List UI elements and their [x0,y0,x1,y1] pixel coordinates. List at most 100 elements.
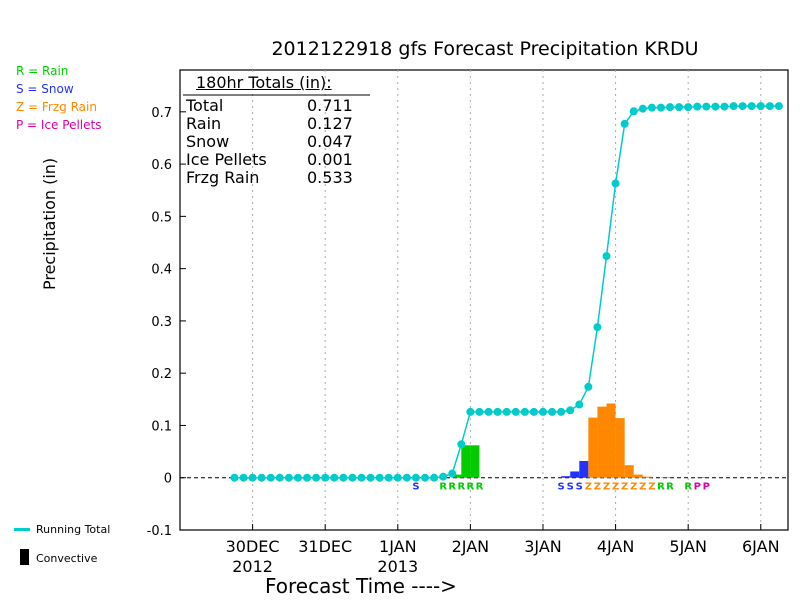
x-tick-label: 3JAN [524,537,562,556]
running-total-point [629,107,638,116]
running-total-point [693,102,702,111]
running-total-point [357,473,366,482]
running-total-point [747,102,756,111]
running-total-point [638,104,647,113]
precip-bar [570,471,580,478]
precip-type-mark: R [467,482,475,493]
totals-label: Total [186,96,224,115]
running-total-point [321,473,330,482]
y-tick-label: 0.6 [151,158,172,173]
precip-bar [697,477,707,478]
running-total-point [411,473,420,482]
y-tick-label: 0.7 [151,106,172,121]
running-total-point [484,407,493,416]
running-total-legend-label: Running Total [36,523,111,536]
running-total-point [548,407,557,416]
y-tick-label: -0.1 [147,524,172,539]
precip-type-mark: R [657,482,665,493]
precip-type-mark: P [694,482,701,493]
running-total-point [366,473,375,482]
totals-label: Ice Pellets [186,150,267,169]
y-tick-label: 0.1 [151,419,172,434]
chart-title: 2012122918 gfs Forecast Precipitation KR… [271,38,699,60]
running-total-point [303,473,312,482]
legend-item: P = Ice Pellets [16,118,102,132]
y-tick-label: 0.4 [151,263,172,278]
running-total-point [293,473,302,482]
running-total-point [557,407,566,416]
running-total-point [430,473,439,482]
running-total-point [421,473,430,482]
running-total-point [393,473,402,482]
precip-bar [624,465,634,478]
running-total-point [729,102,738,111]
totals-value: 0.711 [307,96,353,115]
running-total-point [611,179,620,188]
running-total-point [511,407,520,416]
precip-type-mark: Z [594,482,601,493]
running-total-point [656,103,665,112]
running-total-point [257,473,266,482]
running-total-point [402,473,411,482]
running-total-point [593,323,602,332]
x-tick-label: 6JAN [742,537,780,556]
precip-type-mark: R [684,482,692,493]
precip-type-mark: P [703,482,710,493]
x-axis-label: Forecast Time ----> [265,574,457,598]
plot-frame [179,69,789,531]
precip-type-mark: R [476,482,484,493]
totals-header: 180hr Totals (in): [196,73,332,92]
running-total-point [239,473,248,482]
running-total-point [475,407,484,416]
totals-value: 0.533 [307,168,353,187]
running-total-point [448,469,457,478]
running-total-point [738,102,747,111]
precip-bar [452,474,462,478]
running-total-point [602,252,611,261]
precip-bar [642,476,652,478]
y-tick-label: 0.5 [151,210,172,225]
running-total-point [284,473,293,482]
x-tick-label: 1JAN [379,537,417,556]
running-total-point [466,407,475,416]
running-total-point [384,473,393,482]
running-total-point [339,473,348,482]
precip-bar [615,418,625,478]
running-total-point [702,102,711,111]
y-tick-label: 0 [164,472,172,487]
x-tick-year-label: 2013 [377,557,418,576]
precip-bar [633,474,643,478]
x-tick-label: 31DEC [298,537,352,556]
precip-type-mark: Z [621,482,628,493]
totals-value: 0.047 [307,132,353,151]
running-total-point [666,103,675,112]
x-tick-year-label: 2012 [232,557,273,576]
running-total-point [584,382,593,391]
running-total-point [647,103,656,112]
legend-item: Z = Frzg Rain [16,100,97,114]
y-tick-label: 0.2 [151,367,172,382]
convective-legend-label: Convective [36,552,98,565]
precip-type-mark: Z [603,482,610,493]
precip-type-mark: Z [612,482,619,493]
running-total-point [457,440,466,449]
running-total-point [230,473,239,482]
precip-type-mark: S [567,482,574,493]
running-total-point [720,102,729,111]
x-tick-label: 30DEC [226,537,280,556]
precip-type-mark: Z [648,482,655,493]
precip-bar [588,417,598,478]
running-total-point [529,407,538,416]
precip-type-mark: R [448,482,456,493]
precip-bar [470,445,480,478]
running-total-point [248,473,257,482]
running-total-point [502,407,511,416]
running-total-point [566,406,575,415]
x-tick-label: 2JAN [452,537,490,556]
totals-label: Snow [186,132,230,151]
precip-type-mark: R [666,482,674,493]
convective-swatch [20,549,29,565]
running-total-point [711,102,720,111]
running-total-point [266,473,275,482]
